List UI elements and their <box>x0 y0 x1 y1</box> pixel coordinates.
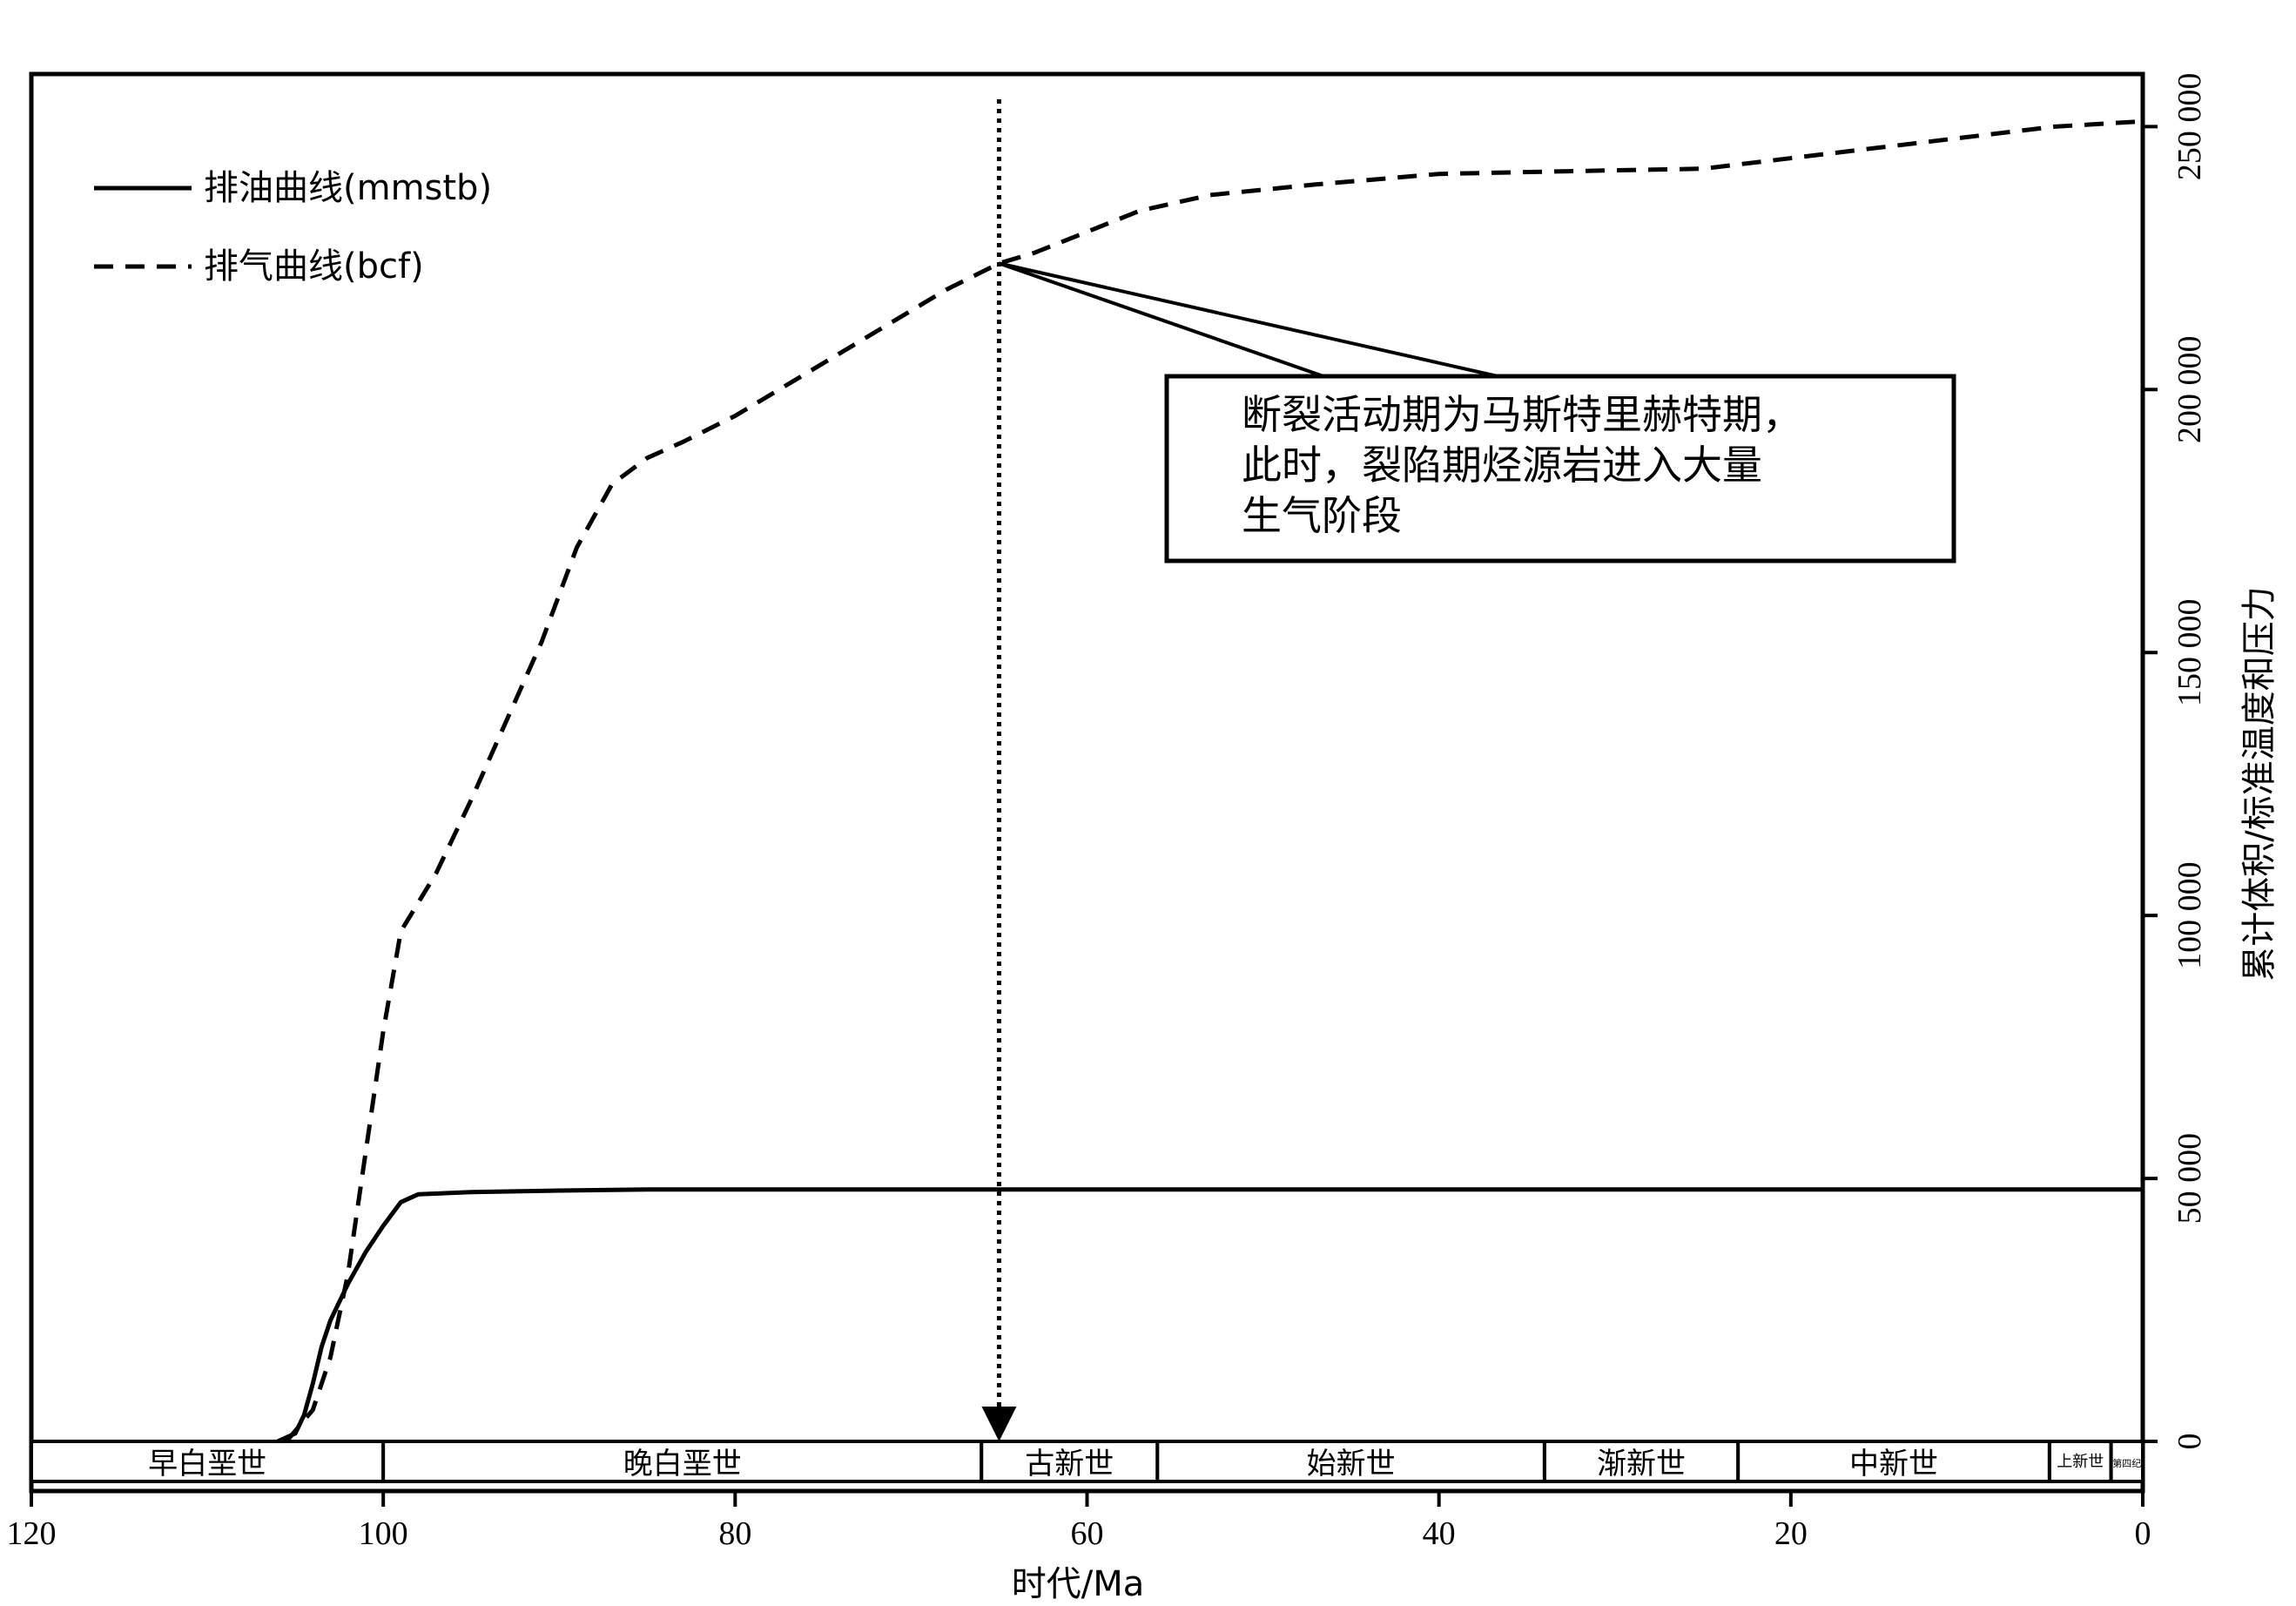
epoch-label: 渐新世 <box>1597 1447 1686 1481</box>
epoch-label: 上新世 <box>2057 1453 2104 1471</box>
epoch-label: 第四纪 <box>2112 1457 2141 1469</box>
epoch-cell <box>381 1440 984 1483</box>
y-tick-label: 250 000 <box>2171 73 2208 181</box>
plot-frame <box>29 71 2145 1494</box>
x-tick-label: 40 <box>1423 1515 1456 1552</box>
epoch-cell <box>1542 1440 1741 1483</box>
y-tick-label: 200 000 <box>2171 336 2208 444</box>
annotation-pointer-line <box>998 261 1324 378</box>
annotation-pointer-line <box>999 261 1498 378</box>
x-tick-label: 0 <box>2135 1515 2151 1552</box>
epoch-label: 晚白垩世 <box>623 1447 742 1481</box>
oil-expulsion-line <box>276 1187 2143 1444</box>
annotation-line-3: 生气阶段 <box>1242 492 1402 539</box>
event-marker-layer <box>981 99 1498 1441</box>
x-tick-label: 20 <box>1774 1515 1808 1552</box>
x-tick-label: 100 <box>359 1515 408 1552</box>
y-tick-label: 100 000 <box>2171 861 2208 969</box>
event-arrowhead <box>981 1407 1017 1441</box>
x-tick-label: 120 <box>7 1515 57 1552</box>
epoch-label: 始新世 <box>1307 1447 1396 1481</box>
y-tick-label: 50 000 <box>2171 1133 2208 1225</box>
epoch-label: 中新世 <box>1849 1447 1938 1481</box>
epoch-label: 古新世 <box>1025 1447 1114 1481</box>
x-tick-label: 80 <box>718 1515 751 1552</box>
legend-oil-label: 排油曲线(mmstb) <box>204 168 492 208</box>
epoch-cell <box>30 1440 386 1483</box>
y-axis-ticks: 0 50 000 100 000 150 000 200 000 250 000 <box>2143 73 2208 1450</box>
geologic-epoch-bar: 早白垩世 晚白垩世 古新世 始新世 渐新世 中新世 上新世 第四纪 <box>30 1440 2145 1483</box>
epoch-label: 早白垩世 <box>148 1447 266 1481</box>
series-layer <box>276 118 2144 1444</box>
epoch-cell <box>980 1440 1160 1483</box>
gas-expulsion-line <box>285 118 2144 1443</box>
annotation-line-1: 断裂活动期为马斯特里赫特期， <box>1242 391 1802 438</box>
y-tick-label: 0 <box>2171 1434 2208 1450</box>
x-tick-label: 60 <box>1071 1515 1104 1552</box>
plot-frame-group <box>29 71 2145 1494</box>
epoch-cell <box>2109 1440 2145 1483</box>
y-axis-title: 累计体积/标准温度和压力 <box>2239 586 2279 981</box>
annotation-box <box>1164 374 1956 563</box>
y-tick-label: 150 000 <box>2171 598 2208 706</box>
x-axis-ticks: 120 100 80 60 40 20 0 <box>7 1491 2151 1552</box>
legend-gas-label: 排气曲线(bcf) <box>204 246 424 287</box>
annotation-callout: 断裂活动期为马斯特里赫特期， 此时，裂陷期烃源岩进入大量 生气阶段 <box>1164 374 1956 563</box>
annotation-line-2: 此时，裂陷期烃源岩进入大量 <box>1242 442 1762 489</box>
x-axis-title: 时代/Ma <box>1012 1564 1145 1604</box>
legend: 排油曲线(mmstb) 排气曲线(bcf) <box>94 168 492 287</box>
